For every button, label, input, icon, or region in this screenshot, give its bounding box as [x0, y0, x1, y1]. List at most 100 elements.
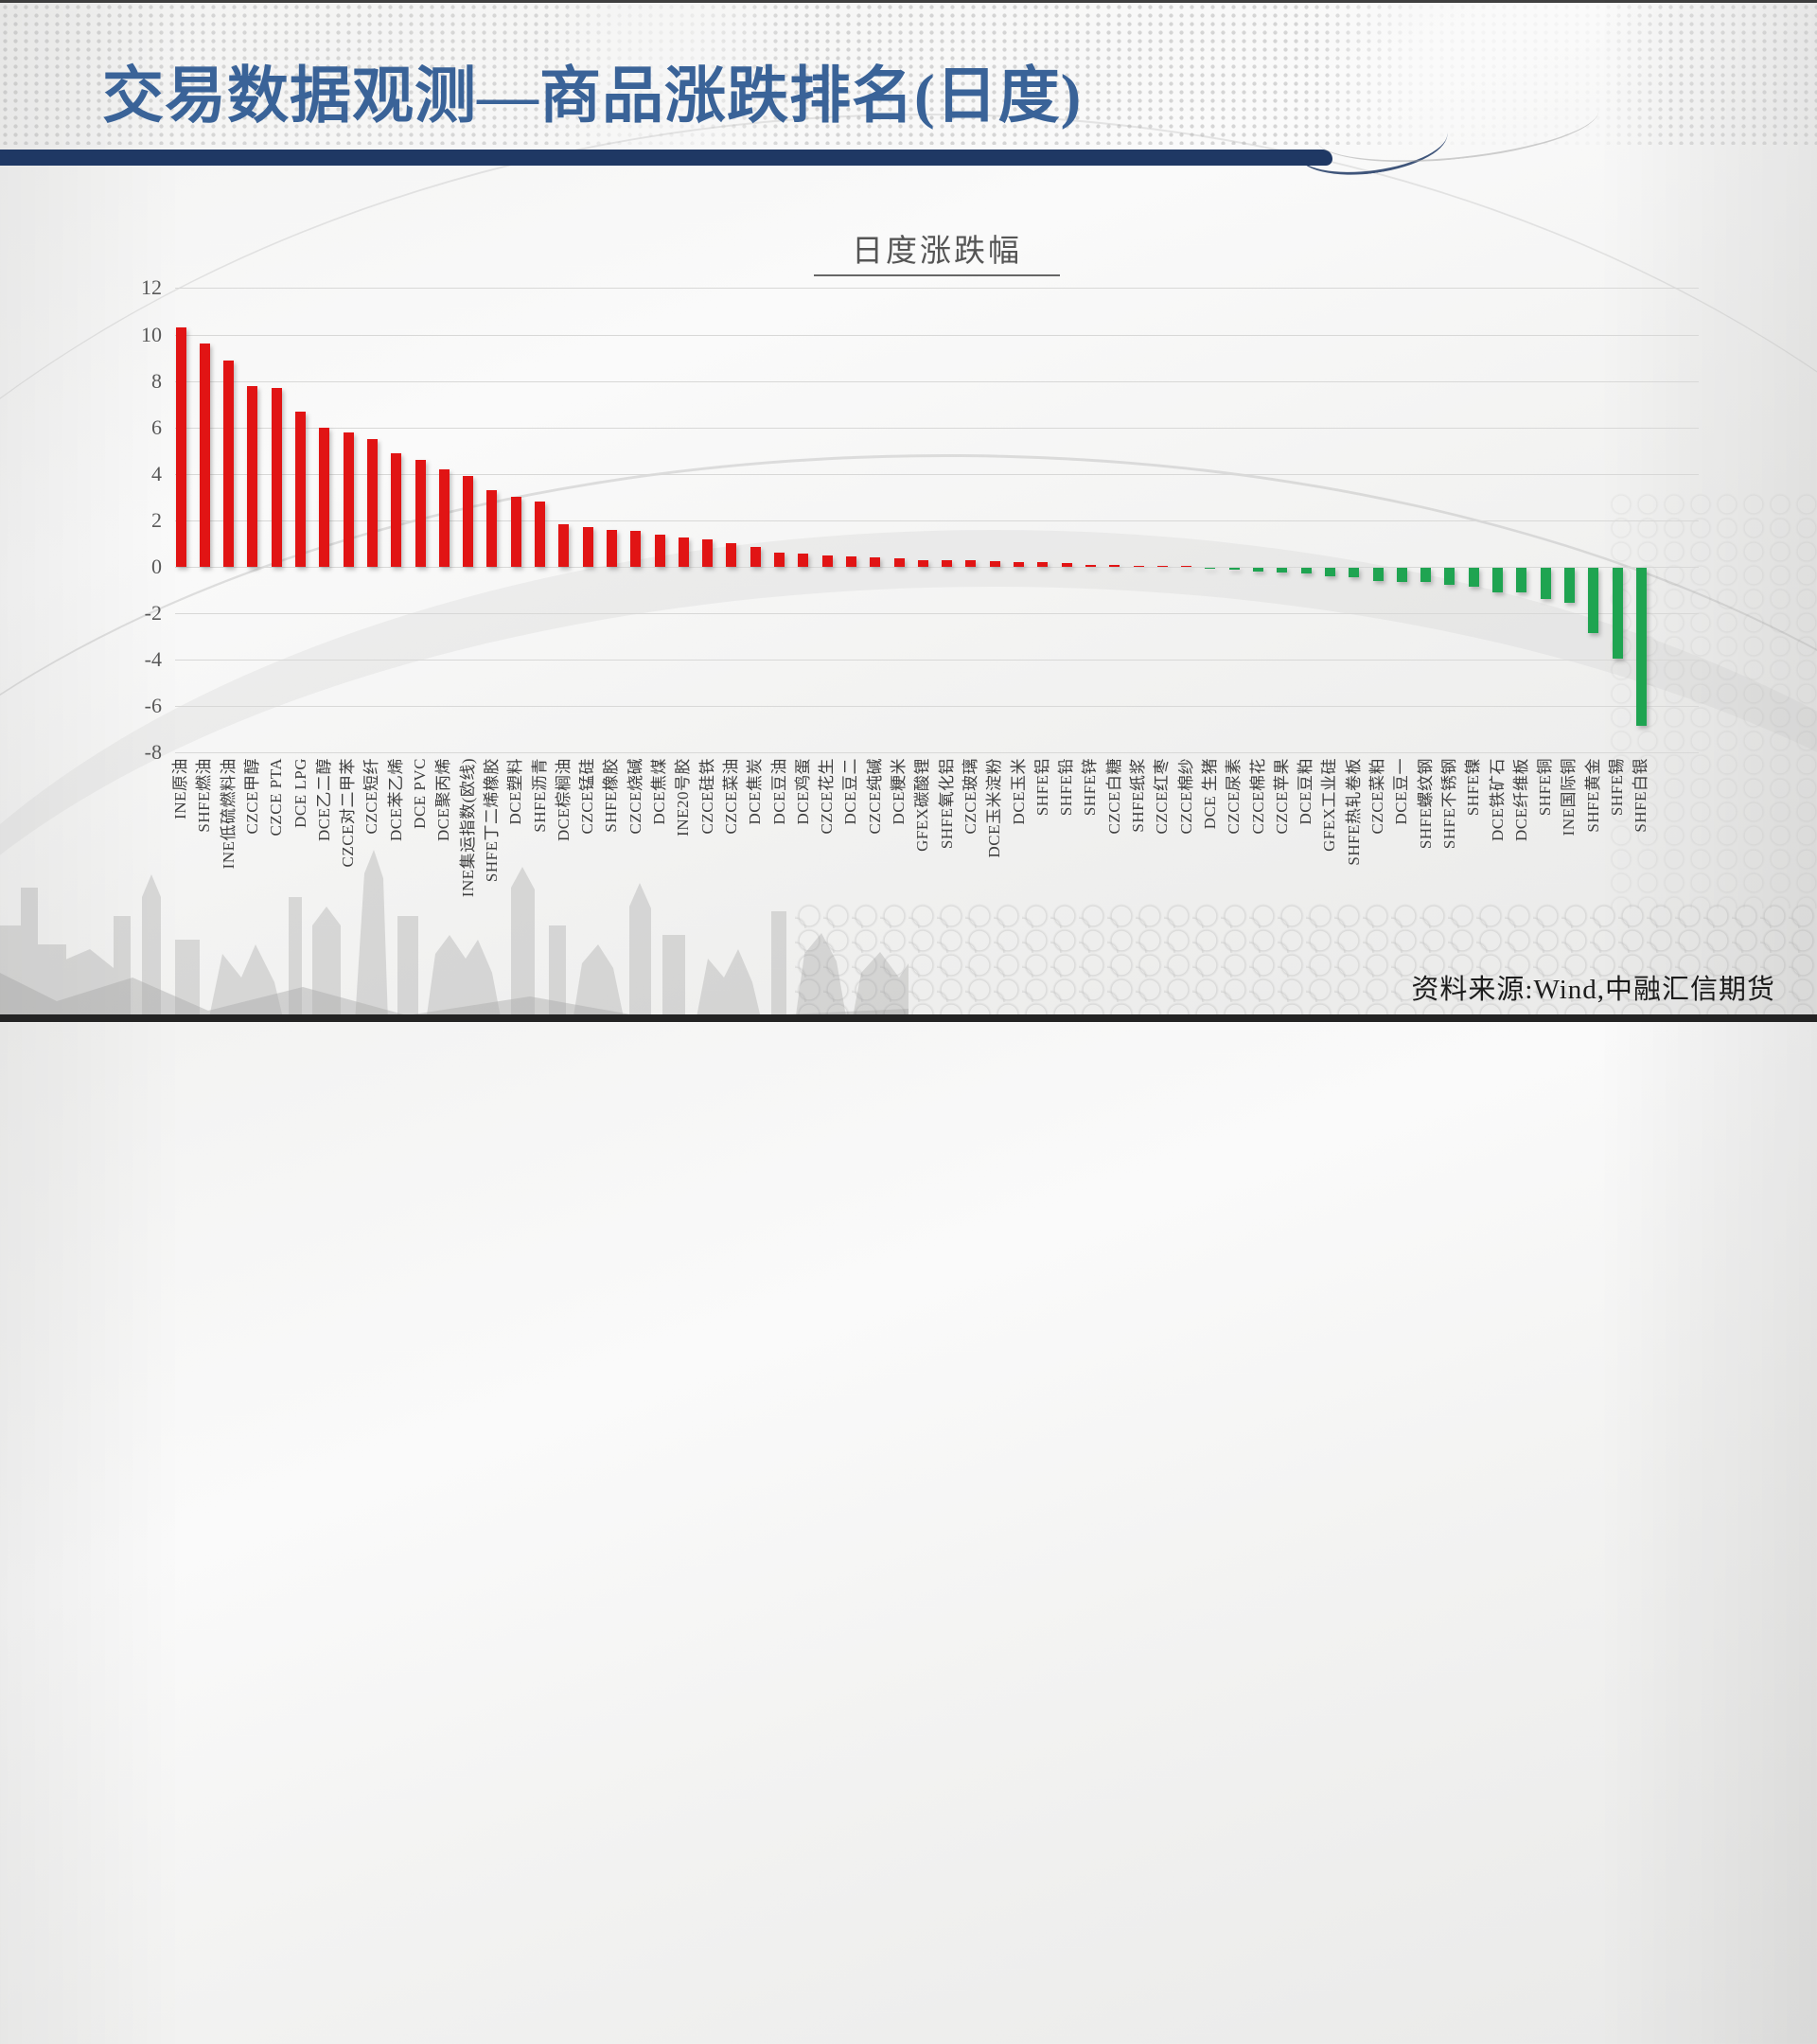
data-source-note: 资料来源:Wind,中融汇信期货 — [1411, 975, 1775, 1005]
bar — [630, 530, 642, 567]
x-axis-label: DCE豆油 — [769, 758, 788, 825]
x-axis-label: SHFE橡胶 — [602, 758, 621, 833]
bar — [391, 452, 402, 567]
bar — [295, 411, 306, 567]
bar — [917, 559, 928, 567]
gridline — [175, 752, 1699, 754]
x-axis-label: CZCE红枣 — [1153, 758, 1172, 835]
x-axis-label: DCE玉米 — [1009, 758, 1028, 825]
bar — [798, 554, 809, 567]
x-axis-label: SHFE黄金 — [1583, 758, 1602, 833]
bar — [1277, 568, 1288, 573]
x-axis-label: CZCE烧碱 — [626, 758, 644, 835]
bar — [989, 560, 1000, 567]
x-axis-label: CZCE PTA — [267, 758, 286, 837]
chart-title: 日度涨跌幅 — [814, 225, 1060, 276]
bar — [223, 360, 235, 567]
x-axis-label: DCE LPG — [291, 758, 309, 828]
bar — [1349, 568, 1360, 577]
x-axis-label: SHFE白银 — [1632, 758, 1650, 833]
bar — [319, 427, 330, 567]
x-axis-label: DCE豆二 — [841, 758, 860, 825]
x-axis-label: DCE PVC — [411, 758, 429, 829]
x-axis-label: SHFE铅 — [1057, 758, 1076, 817]
y-tick-label: -4 — [144, 647, 162, 672]
x-axis-label: DCE塑料 — [506, 758, 525, 825]
x-axis-label: DCE玉米淀粉 — [985, 758, 1004, 858]
x-axis-label: CZCE棉花 — [1248, 758, 1267, 835]
y-tick-label: -8 — [144, 740, 162, 765]
y-tick-label: 6 — [151, 414, 162, 439]
x-axis-label: CZCE白糖 — [1104, 758, 1123, 835]
x-axis-label: SHFE纸浆 — [1129, 758, 1147, 833]
bar — [1516, 568, 1527, 592]
bar — [1133, 565, 1144, 567]
bar — [1061, 563, 1072, 567]
y-tick-label: 0 — [151, 555, 162, 578]
x-axis-label: DCE粳米 — [890, 758, 908, 825]
x-axis-label: DCE铁矿石 — [1488, 758, 1507, 841]
bar — [510, 497, 521, 567]
bar — [558, 523, 570, 567]
x-axis-label: DCE聚丙烯 — [434, 758, 453, 841]
bar — [845, 555, 856, 567]
bar — [702, 538, 714, 567]
x-axis-label: SHFE铜 — [1536, 758, 1555, 817]
x-axis-label: CZCE短纤 — [362, 758, 381, 835]
y-tick-label: 2 — [151, 507, 162, 532]
bar — [1635, 568, 1647, 726]
bar — [1563, 568, 1575, 603]
bar — [1492, 568, 1503, 592]
bar — [942, 559, 953, 567]
bar — [1181, 566, 1192, 567]
x-axis-label: INE集运指数(欧线) — [458, 758, 477, 898]
title-divider-bar — [0, 150, 1332, 166]
bar — [606, 529, 617, 567]
x-axis-label: DCE焦煤 — [650, 758, 668, 825]
bar — [1372, 568, 1384, 581]
bar — [463, 476, 474, 567]
x-axis-label: SHFE锌 — [1081, 758, 1100, 817]
x-axis-label: SHFE氧化铝 — [937, 758, 956, 850]
x-axis-label: INE国际铜 — [1560, 758, 1579, 837]
bar — [1228, 568, 1240, 571]
y-tick-label: -6 — [144, 694, 162, 718]
bar — [1468, 568, 1479, 587]
bar — [1205, 568, 1216, 570]
gridline — [175, 473, 1699, 475]
x-axis-label: SHFE沥青 — [530, 758, 549, 833]
x-axis-label: SHFE锡 — [1608, 758, 1626, 817]
x-axis-label: INE20号胶 — [674, 758, 693, 837]
x-axis-label: CZCE棉纱 — [1176, 758, 1195, 835]
x-axis-label: GFEX碳酸锂 — [913, 758, 932, 852]
bar — [247, 385, 258, 567]
bar — [678, 537, 689, 567]
bar-chart-plot: 12 10 8 6 4 2 0 -2 -4 -6 -8 INE原油 SHFE燃油 INE低硫燃料油 CZCE… — [141, 275, 1699, 898]
bar — [1396, 568, 1407, 582]
bar — [1253, 568, 1263, 572]
bar — [654, 534, 665, 567]
x-axis-label: GFEX工业硅 — [1320, 758, 1339, 852]
x-axis-label: DCE纤维板 — [1511, 758, 1530, 841]
gridline — [175, 613, 1699, 615]
x-axis-label: INE原油 — [171, 758, 189, 819]
gridline — [175, 427, 1699, 429]
bar — [1420, 568, 1432, 582]
bar — [1324, 568, 1335, 576]
x-axis-label: CZCE苹果 — [1272, 758, 1291, 835]
bar — [343, 432, 354, 567]
x-axis-label: DCE豆粕 — [1297, 758, 1315, 825]
y-tick-label: 8 — [151, 368, 162, 393]
x-axis-label: INE低硫燃料油 — [219, 758, 238, 870]
x-axis-label: DCE棕榈油 — [554, 758, 573, 841]
bar — [415, 460, 426, 567]
x-axis-label: SHFE不锈钢 — [1439, 758, 1458, 850]
bar — [1612, 568, 1623, 659]
x-axis-label: DCE鸡蛋 — [793, 758, 812, 825]
x-axis-label: CZCE玻璃 — [961, 758, 979, 835]
bar — [1444, 568, 1455, 586]
x-axis-label: SHFE螺纹钢 — [1416, 758, 1435, 850]
bar — [774, 553, 785, 567]
bar — [271, 387, 282, 567]
gridline — [175, 520, 1699, 521]
